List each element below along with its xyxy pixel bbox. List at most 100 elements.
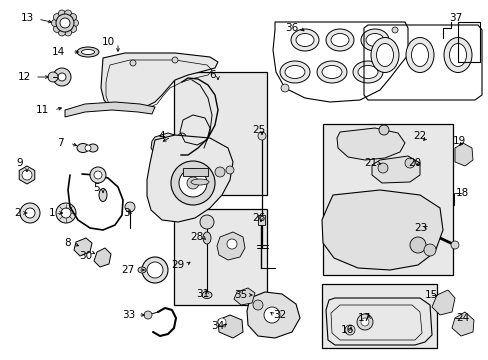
Circle shape (218, 318, 225, 326)
Circle shape (147, 262, 163, 278)
Ellipse shape (295, 33, 313, 46)
Circle shape (391, 27, 397, 33)
Ellipse shape (411, 44, 427, 67)
Circle shape (281, 84, 288, 92)
Circle shape (64, 10, 71, 17)
Circle shape (172, 57, 178, 63)
Polygon shape (325, 298, 431, 345)
Text: 25: 25 (252, 125, 265, 135)
Text: 9: 9 (17, 158, 23, 168)
Circle shape (22, 170, 32, 180)
Text: 4: 4 (159, 131, 165, 141)
Circle shape (71, 19, 79, 27)
Polygon shape (451, 312, 473, 336)
Text: 20: 20 (407, 158, 421, 168)
Ellipse shape (316, 61, 346, 83)
Bar (323, 124, 452, 275)
Circle shape (142, 257, 168, 283)
Polygon shape (246, 292, 299, 338)
Circle shape (53, 68, 71, 86)
Text: 29: 29 (171, 260, 184, 270)
Ellipse shape (77, 144, 89, 153)
Circle shape (226, 239, 237, 249)
Circle shape (360, 318, 368, 326)
Text: 18: 18 (454, 188, 468, 198)
Text: 15: 15 (424, 290, 437, 300)
Polygon shape (147, 135, 232, 222)
Circle shape (356, 314, 372, 330)
Circle shape (377, 163, 387, 173)
Ellipse shape (365, 33, 383, 46)
Ellipse shape (138, 267, 146, 273)
Polygon shape (454, 143, 472, 166)
Ellipse shape (448, 44, 466, 67)
Ellipse shape (370, 37, 398, 72)
Ellipse shape (77, 47, 99, 57)
Ellipse shape (330, 33, 348, 46)
Ellipse shape (376, 44, 393, 67)
Bar (321, 284, 436, 348)
Circle shape (423, 244, 435, 256)
Circle shape (20, 203, 40, 223)
Ellipse shape (443, 37, 471, 72)
Ellipse shape (357, 66, 377, 78)
Text: 36: 36 (285, 23, 298, 33)
Text: 33: 33 (122, 310, 135, 320)
Circle shape (58, 10, 65, 17)
Polygon shape (371, 156, 419, 183)
Ellipse shape (81, 50, 94, 54)
Bar (174, 209, 266, 305)
Circle shape (58, 73, 66, 81)
Text: 17: 17 (357, 313, 370, 323)
Circle shape (51, 19, 59, 27)
Text: 6: 6 (209, 70, 216, 80)
Text: 3: 3 (122, 208, 129, 218)
Bar (174, 72, 266, 195)
Ellipse shape (325, 29, 353, 51)
Text: 30: 30 (79, 251, 92, 261)
Circle shape (258, 132, 265, 140)
Circle shape (378, 125, 388, 135)
Text: 32: 32 (273, 310, 286, 320)
Circle shape (58, 29, 65, 36)
Polygon shape (101, 53, 218, 110)
Text: 24: 24 (455, 313, 468, 323)
Text: 11: 11 (35, 105, 48, 115)
Text: 2: 2 (15, 208, 21, 218)
Circle shape (90, 167, 106, 183)
Circle shape (143, 311, 152, 319)
Polygon shape (234, 288, 254, 305)
Polygon shape (217, 232, 244, 260)
Circle shape (404, 158, 414, 168)
Ellipse shape (405, 37, 433, 72)
Text: 27: 27 (121, 265, 134, 275)
Text: 12: 12 (18, 72, 31, 82)
Ellipse shape (285, 66, 305, 78)
Polygon shape (218, 315, 243, 338)
Circle shape (25, 208, 35, 218)
Polygon shape (431, 290, 454, 315)
Circle shape (53, 14, 61, 21)
Ellipse shape (88, 144, 98, 152)
Circle shape (61, 208, 71, 218)
Polygon shape (19, 166, 35, 184)
Circle shape (409, 237, 425, 253)
Text: 19: 19 (451, 136, 465, 146)
Text: 8: 8 (64, 238, 71, 248)
Text: 26: 26 (252, 213, 265, 223)
Text: 23: 23 (413, 223, 427, 233)
Ellipse shape (352, 61, 382, 83)
Bar (457, 22, 479, 62)
Ellipse shape (191, 179, 208, 185)
Circle shape (171, 161, 215, 205)
Text: 14: 14 (51, 47, 64, 57)
Text: 37: 37 (448, 13, 462, 23)
Circle shape (94, 171, 102, 179)
Text: 13: 13 (20, 13, 34, 23)
Ellipse shape (202, 292, 212, 298)
Circle shape (85, 145, 91, 151)
Bar (183, 168, 207, 176)
Circle shape (53, 25, 61, 32)
Circle shape (200, 215, 214, 229)
Circle shape (56, 203, 76, 223)
